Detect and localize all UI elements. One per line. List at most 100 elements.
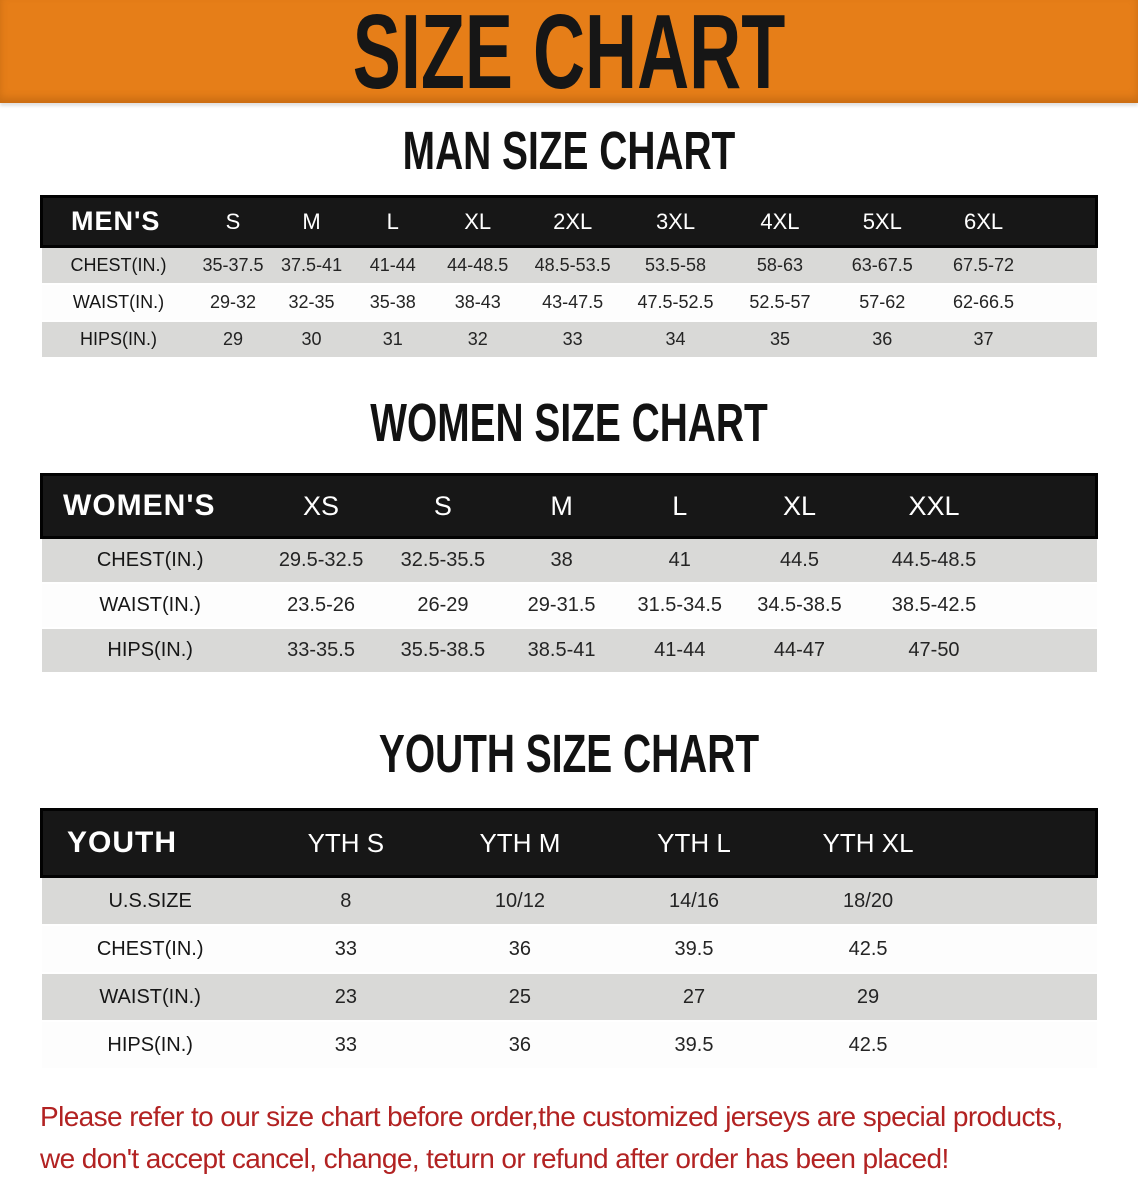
size-column-header: S [195, 195, 271, 248]
size-value-cell: 18/20 [843, 889, 894, 912]
row-spacer [1008, 538, 1097, 584]
size-value-cell: 34.5-38.5 [757, 594, 842, 616]
size-value-cell: 36 [508, 1033, 532, 1056]
size-value-cell: 37 [973, 329, 994, 349]
size-column-header: 5XL [831, 195, 933, 248]
size-column-header: 6XL [932, 195, 1035, 248]
measurement-row: HIPS(IN.) 29 30 31 32 33 34 35 36 37 [41, 321, 1097, 358]
size-column-header: M [502, 473, 621, 539]
measurement-row: HIPS(IN.) 33 36 39.5 42.5 [41, 1021, 1097, 1069]
size-column-header: YTH XL [781, 808, 956, 878]
measurement-label: CHEST(IN.) [70, 255, 167, 275]
size-column-header: 3XL [622, 195, 729, 248]
size-value-cell: 33 [562, 329, 583, 349]
size-value-cell: 29.5-32.5 [278, 549, 364, 571]
size-value-cell: 31 [382, 329, 403, 349]
table-group-label: WOMEN'S [39, 473, 259, 539]
size-value-cell: 32 [467, 329, 488, 349]
youth-size-table: YOUTH YTH S YTH M YTH L YTH XL U.S.SIZE 8 10/12… [39, 808, 1099, 1070]
size-value-cell: 38.5-42.5 [891, 594, 977, 616]
size-value-cell: 23.5-26 [287, 594, 355, 616]
order-policy-note: Please refer to our size chart before or… [40, 1096, 1098, 1180]
measurement-row: CHEST(IN.) 35-37.5 37.5-41 41-44 44-48.5 48.5… [41, 246, 1097, 285]
measurement-label: HIPS(IN.) [80, 329, 158, 349]
size-value-cell: 63-67.5 [851, 255, 913, 275]
size-value-cell: 36 [508, 937, 532, 960]
size-value-cell: 44.5 [780, 549, 819, 571]
measurement-row: CHEST(IN.) 33 36 39.5 42.5 [41, 925, 1097, 973]
men-size-table: MEN'S S M L XL 2XL 3XL 4XL 5XL 6XL CHEST(IN.) 35-37… [39, 195, 1099, 359]
order-policy-line-1: Please refer to our size chart before or… [40, 1101, 1063, 1132]
table-group-label: YOUTH [39, 808, 259, 878]
header-spacer [1034, 195, 1099, 248]
size-value-cell: 14/16 [668, 889, 720, 912]
size-value-cell: 26-29 [417, 594, 469, 616]
measurement-row: HIPS(IN.) 33-35.5 35.5-38.5 38.5-41 41-44 44-… [41, 628, 1097, 673]
size-value-cell: 35.5-38.5 [400, 639, 486, 661]
size-value-cell: 37.5-41 [281, 255, 343, 275]
row-spacer [955, 925, 1096, 973]
size-value-cell: 27 [682, 985, 706, 1008]
measurement-row: WAIST(IN.) 23 25 27 29 [41, 973, 1097, 1021]
women-title-row: WOMEN SIZE CHART [0, 393, 1138, 453]
measurement-label: WAIST(IN.) [72, 292, 165, 312]
size-column-header: XL [738, 473, 861, 539]
size-chart-banner: SIZE CHART [0, 0, 1138, 105]
size-column-header: 4XL [728, 195, 832, 248]
size-value-cell: 23 [334, 985, 357, 1008]
header-spacer [1007, 473, 1098, 539]
size-value-cell: 39.5 [674, 1033, 714, 1056]
women-size-table: WOMEN'S XS S M L XL XXL CHEST(IN.) 29.5-32.5 32.5… [39, 473, 1098, 674]
youth-chart-title: YOUTH SIZE CHART [378, 724, 760, 784]
size-column-header: XL [432, 195, 523, 248]
measurement-row: CHEST(IN.) 29.5-32.5 32.5-35.5 38 41 44.5 44.5… [41, 537, 1097, 584]
measurement-label: HIPS(IN.) [107, 639, 193, 661]
size-value-cell: 33-35.5 [287, 639, 355, 661]
size-column-header: XS [258, 473, 384, 539]
size-value-cell: 35 [769, 329, 790, 349]
size-value-cell: 41-44 [654, 639, 706, 661]
size-value-cell: 44-48.5 [447, 255, 509, 275]
measurement-label: WAIST(IN.) [99, 985, 201, 1008]
size-value-cell: 32-35 [288, 292, 335, 312]
size-value-cell: 67.5-72 [953, 255, 1015, 275]
size-value-cell: 29 [856, 985, 880, 1008]
size-value-cell: 38.5-41 [527, 639, 596, 661]
size-value-cell: 33 [334, 1033, 357, 1056]
size-value-cell: 41-44 [369, 255, 416, 275]
row-spacer [1034, 247, 1096, 285]
size-value-cell: 41 [668, 549, 691, 571]
size-column-header: L [352, 195, 433, 248]
size-column-header: M [270, 195, 353, 248]
size-value-cell: 62-66.5 [953, 292, 1015, 312]
size-value-cell: 44.5-48.5 [891, 549, 977, 571]
size-value-cell: 35-38 [369, 292, 416, 312]
row-spacer [1034, 321, 1096, 358]
size-value-cell: 48.5-53.5 [534, 255, 611, 275]
measurement-row: WAIST(IN.) 29-32 32-35 35-38 38-43 43-47.5 47.… [41, 284, 1097, 321]
size-value-cell: 34 [665, 329, 686, 349]
size-column-header: XXL [860, 473, 1008, 539]
women-chart-title: WOMEN SIZE CHART [370, 393, 768, 453]
row-spacer [1034, 284, 1096, 321]
size-column-header: YTH L [606, 808, 782, 878]
size-value-cell: 38-43 [454, 292, 501, 312]
size-value-cell: 25 [508, 985, 532, 1008]
row-spacer [955, 877, 1096, 926]
size-value-cell: 35-37.5 [202, 255, 264, 275]
size-value-cell: 39.5 [674, 937, 714, 960]
size-header-row: YOUTH YTH S YTH M YTH L YTH XL [39, 808, 1099, 878]
measurement-row: U.S.SIZE 8 10/12 14/16 18/20 [41, 876, 1097, 926]
row-spacer [1008, 583, 1097, 628]
row-spacer [955, 1021, 1096, 1069]
size-column-header: L [620, 473, 739, 539]
size-value-cell: 47.5-52.5 [637, 292, 714, 312]
men-chart-title: MAN SIZE CHART [402, 121, 736, 181]
size-value-cell: 8 [340, 889, 352, 912]
measurement-label: U.S.SIZE [108, 889, 192, 912]
men-title-row: MAN SIZE CHART [0, 121, 1138, 181]
measurement-label: HIPS(IN.) [107, 1033, 193, 1056]
measurement-row: WAIST(IN.) 23.5-26 26-29 29-31.5 31.5-34.5 34… [41, 583, 1097, 628]
youth-title-row: YOUTH SIZE CHART [0, 724, 1138, 784]
size-value-cell: 47-50 [908, 639, 960, 661]
